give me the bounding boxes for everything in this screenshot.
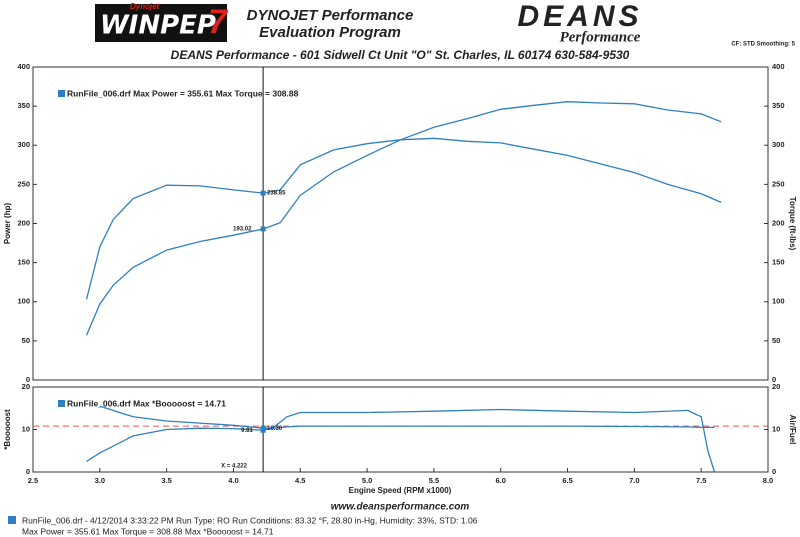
logo-right: DEANS (517, 0, 642, 33)
y-tick-label: 150 (17, 258, 30, 267)
y2-tick-label: 150 (772, 258, 785, 267)
x-tick-label: 6.0 (496, 476, 506, 485)
y-tick-label: 300 (17, 140, 30, 149)
program-title: DYNOJET Performance (247, 7, 414, 24)
series-line (85, 137, 722, 300)
logo-mark: 7 (208, 3, 229, 41)
y2-tick-label: 350 (772, 101, 785, 110)
y-tick-label: 0 (26, 375, 30, 384)
legend-swatch (58, 90, 65, 97)
y-tick-label: 50 (22, 336, 30, 345)
legend-text: RunFile_006.drf Max Power = 355.61 Max T… (67, 88, 299, 98)
y2-tick-label: 10 (772, 424, 780, 433)
y2-tick-label: 400 (772, 62, 785, 71)
series-line (99, 405, 715, 429)
x-tick-label: 2.5 (28, 476, 38, 485)
y-tick-label: 200 (17, 218, 30, 227)
program-title: Evaluation Program (259, 24, 401, 41)
y2-axis-label: Air/Fuel (788, 415, 797, 445)
y-tick-label: 10 (22, 424, 30, 433)
x-tick-label: 5.0 (362, 476, 372, 485)
y2-tick-label: 100 (772, 297, 785, 306)
x-tick-label: 8.0 (763, 476, 773, 485)
y2-tick-label: 50 (772, 336, 780, 345)
logo-box (95, 4, 227, 42)
logo-left: WINPEP (100, 11, 216, 41)
legend-text: RunFile_006.drf Max *Booooost = 14.71 (67, 398, 226, 408)
cursor-point (260, 190, 266, 196)
footer-line: Max Power = 355.61 Max Torque = 308.88 M… (22, 526, 274, 536)
cursor-value: 9.81 (241, 428, 253, 434)
cursor-value: 238.85 (267, 191, 286, 197)
series-line (86, 408, 716, 473)
cursor-value: 193.02 (233, 227, 252, 233)
x-tick-label: 4.5 (295, 476, 305, 485)
y-tick-label: 0 (26, 467, 30, 476)
x-tick-label: 3.0 (95, 476, 105, 485)
x-tick-label: 3.5 (161, 476, 171, 485)
logo-badge: Dynojet (130, 2, 160, 11)
y-tick-label: 20 (22, 382, 30, 391)
x-tick-label: 7.0 (629, 476, 639, 485)
series-line (85, 101, 722, 336)
cursor-label: X = 4.222 (221, 464, 248, 470)
cursor-point (260, 226, 266, 232)
y2-axis-label: Torque (ft-lbs) (788, 197, 797, 251)
website: www.deansperformance.com (331, 502, 470, 513)
y2-tick-label: 0 (772, 375, 776, 384)
x-tick-label: 5.5 (429, 476, 439, 485)
y-tick-label: 400 (17, 62, 30, 71)
x-axis-label: Engine Speed (RPM x1000) (349, 486, 452, 495)
x-tick-label: 4.0 (228, 476, 238, 485)
logo-right-sub: Performance (560, 29, 641, 45)
plot-frame (32, 66, 769, 381)
y2-tick-label: 0 (772, 467, 776, 476)
x-tick-label: 6.5 (562, 476, 572, 485)
y-tick-label: 350 (17, 101, 30, 110)
y-axis-label: Power (hp) (3, 203, 12, 245)
y-axis-label: *Booooost (3, 409, 12, 450)
legend-swatch (58, 400, 65, 407)
y-tick-label: 250 (17, 179, 30, 188)
settings: CF: STD Smoothing: 5 (731, 42, 795, 48)
footer-line: RunFile_006.drf - 4/12/2014 3:33:22 PM R… (22, 515, 478, 525)
y2-tick-label: 300 (772, 140, 785, 149)
cursor-point (260, 425, 266, 431)
cursor-value: 10.30 (267, 426, 283, 432)
y2-tick-label: 20 (772, 382, 780, 391)
y2-tick-label: 250 (772, 179, 785, 188)
x-tick-label: 7.5 (696, 476, 706, 485)
footer-icon (8, 516, 16, 524)
y2-tick-label: 200 (772, 218, 785, 227)
y-tick-label: 100 (17, 297, 30, 306)
shop-line: DEANS Performance - 601 Sidwell Ct Unit … (171, 48, 630, 62)
